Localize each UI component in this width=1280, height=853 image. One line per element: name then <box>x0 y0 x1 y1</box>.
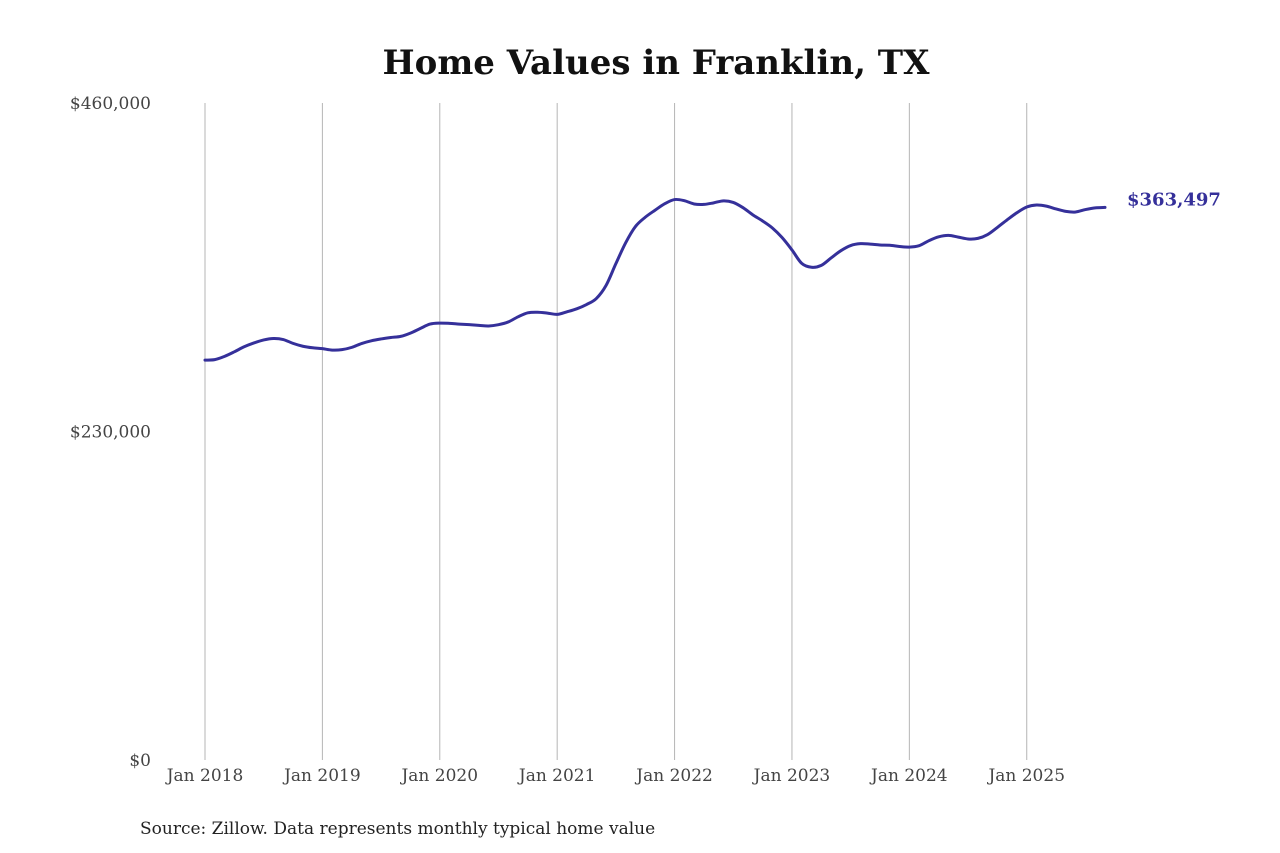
chart-title: Home Values in Franklin, TX <box>383 43 931 83</box>
x-axis-ticks: Jan 2018 Jan 2019 Jan 2020 Jan 2021 Jan 2022… <box>165 766 1065 786</box>
source-note: Source: Zillow. Data represents monthly … <box>140 819 655 839</box>
series-layer: $363,497 <box>203 189 1221 362</box>
x-tick-label: Jan 2021 <box>517 766 596 786</box>
x-tick-label: Jan 2020 <box>399 766 478 786</box>
y-tick-label: $460,000 <box>70 94 151 114</box>
y-axis-ticks: $0 $230,000 $460,000 <box>70 94 151 771</box>
end-value-label: $363,497 <box>1127 189 1221 210</box>
x-tick-label: Jan 2019 <box>282 766 361 786</box>
gridlines <box>204 103 1028 760</box>
series-line-0 <box>203 197 1107 362</box>
x-tick-label: Jan 2025 <box>986 766 1065 786</box>
x-tick-label: Jan 2018 <box>165 766 244 786</box>
y-tick-label: $230,000 <box>70 423 151 443</box>
y-tick-label: $0 <box>129 751 151 771</box>
x-tick-label: Jan 2023 <box>752 766 831 786</box>
x-tick-label: Jan 2022 <box>634 766 713 786</box>
x-tick-label: Jan 2024 <box>869 766 948 786</box>
